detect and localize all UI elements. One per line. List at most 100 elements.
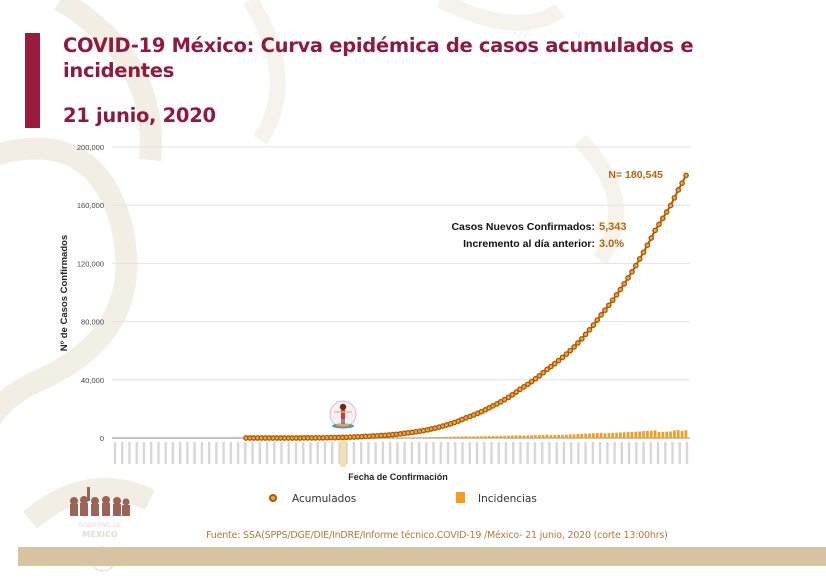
incidence-bar [545,434,549,438]
x-tick-label [620,442,624,464]
x-tick-label [591,442,595,464]
incidence-bar [541,434,545,438]
new-cases-label: Casos Nuevos Confirmados: [451,221,595,233]
cumulative-marker [621,280,628,287]
x-tick-label [200,442,204,464]
cumulative-marker [586,326,593,333]
incidence-bar [429,437,433,438]
y-tick-label: 0 [100,434,104,443]
incidence-bar [622,432,626,438]
incidence-bar [669,431,672,438]
incidence-bar [522,435,526,438]
slide-date: 21 junio, 2020 [63,104,216,127]
cumulative-marker [629,269,635,275]
slide-title-line-1: COVID-19 México: Curva epidémica de caso… [63,34,694,57]
x-tick-label [331,442,334,464]
incidence-bar [487,436,491,438]
incidence-bar [653,430,657,438]
x-tick-label [302,442,305,464]
y-tick-label: 160,000 [77,201,104,210]
incidence-bar [426,437,429,438]
x-tick-label [171,442,175,464]
incidence-bar [592,433,595,438]
cumulative-marker [501,396,508,403]
x-tick-label [439,442,443,464]
x-tick-label [664,442,667,464]
incidence-bar [580,433,584,438]
x-tick-label [338,442,341,464]
x-tick-label [497,442,500,464]
incidence-bar [584,433,587,438]
legend-item-cumulative: Acumulados [269,493,356,505]
cumulative-marker [521,384,527,390]
highlight-date-marker [340,440,346,467]
cumulative-marker [625,275,631,281]
incidence-bar [630,431,634,438]
x-tick-label [504,442,508,464]
incidence-bar [611,432,614,438]
x-tick-label [627,442,631,464]
x-tick-label [222,442,225,464]
incidence-bar [495,436,499,438]
x-tick-label [584,442,587,464]
x-tick-label [229,442,233,464]
x-tick-label [403,442,406,464]
incidence-bar [634,431,638,438]
x-tick-label [128,442,131,464]
incidence-bar [410,437,414,438]
incidence-bar [414,437,418,438]
x-tick-label [178,442,182,464]
incidence-bar [626,432,630,438]
incidence-bar [530,435,533,438]
incidence-bar [553,435,557,438]
incidence-bar [646,431,649,438]
cumulative-marker [640,249,647,256]
cumulative-marker [509,391,516,398]
incidence-bars [391,430,688,438]
cumulative-marker [544,366,550,373]
incidence-bar [595,433,599,438]
cumulative-marker [663,209,670,215]
incidence-bar [441,437,445,438]
x-tick-label [642,442,645,464]
gobierno-de-mexico-logo: GOBIERNO DE MÉXICO [70,487,130,572]
x-tick-label [236,442,240,464]
x-tick-label [121,442,124,464]
increase-value: 3.0% [599,238,624,250]
cumulative-marker [551,360,558,367]
incidence-bar [684,430,688,438]
susana-distancia-mascot-icon [329,400,357,429]
cumulative-curve-line [246,174,687,439]
cumulative-marker [648,235,655,241]
cumulative-marker [555,357,562,364]
x-tick-label [569,442,573,464]
y-axis-ticks: 0 40,000 80,000 120,000 160,000 200,000 [77,143,104,443]
x-tick-label [519,442,522,464]
x-tick-label [461,442,464,464]
incidence-bar [476,436,479,438]
incidence-bar [456,436,460,438]
slide-title: COVID-19 México: Curva epidémica de caso… [63,33,823,83]
incidence-bar [445,436,449,438]
incidence-bar [680,431,684,438]
x-tick-label [381,442,385,464]
cumulative-marker [652,227,658,234]
cumulative-marker [582,331,589,338]
y-tick-label: 80,000 [81,318,104,327]
x-tick-label [294,442,298,464]
incidence-bar [437,437,441,438]
x-tick-label [251,442,254,464]
cumulative-marker [605,302,612,309]
legend-label-incidence: Incidencias [478,493,537,505]
x-tick-label [526,442,529,464]
cumulative-marker [505,394,512,401]
cumulative-marker [575,340,581,346]
title-accent-bar [25,33,40,128]
cumulative-marker [636,256,643,262]
cumulative-marker [613,292,620,298]
legend-item-incidence: Incidencias [456,492,537,505]
x-tick-label [374,442,377,464]
incidence-bar [503,435,506,438]
slide-title-line-2: incidentes [63,59,175,82]
x-tick-label [207,442,211,464]
